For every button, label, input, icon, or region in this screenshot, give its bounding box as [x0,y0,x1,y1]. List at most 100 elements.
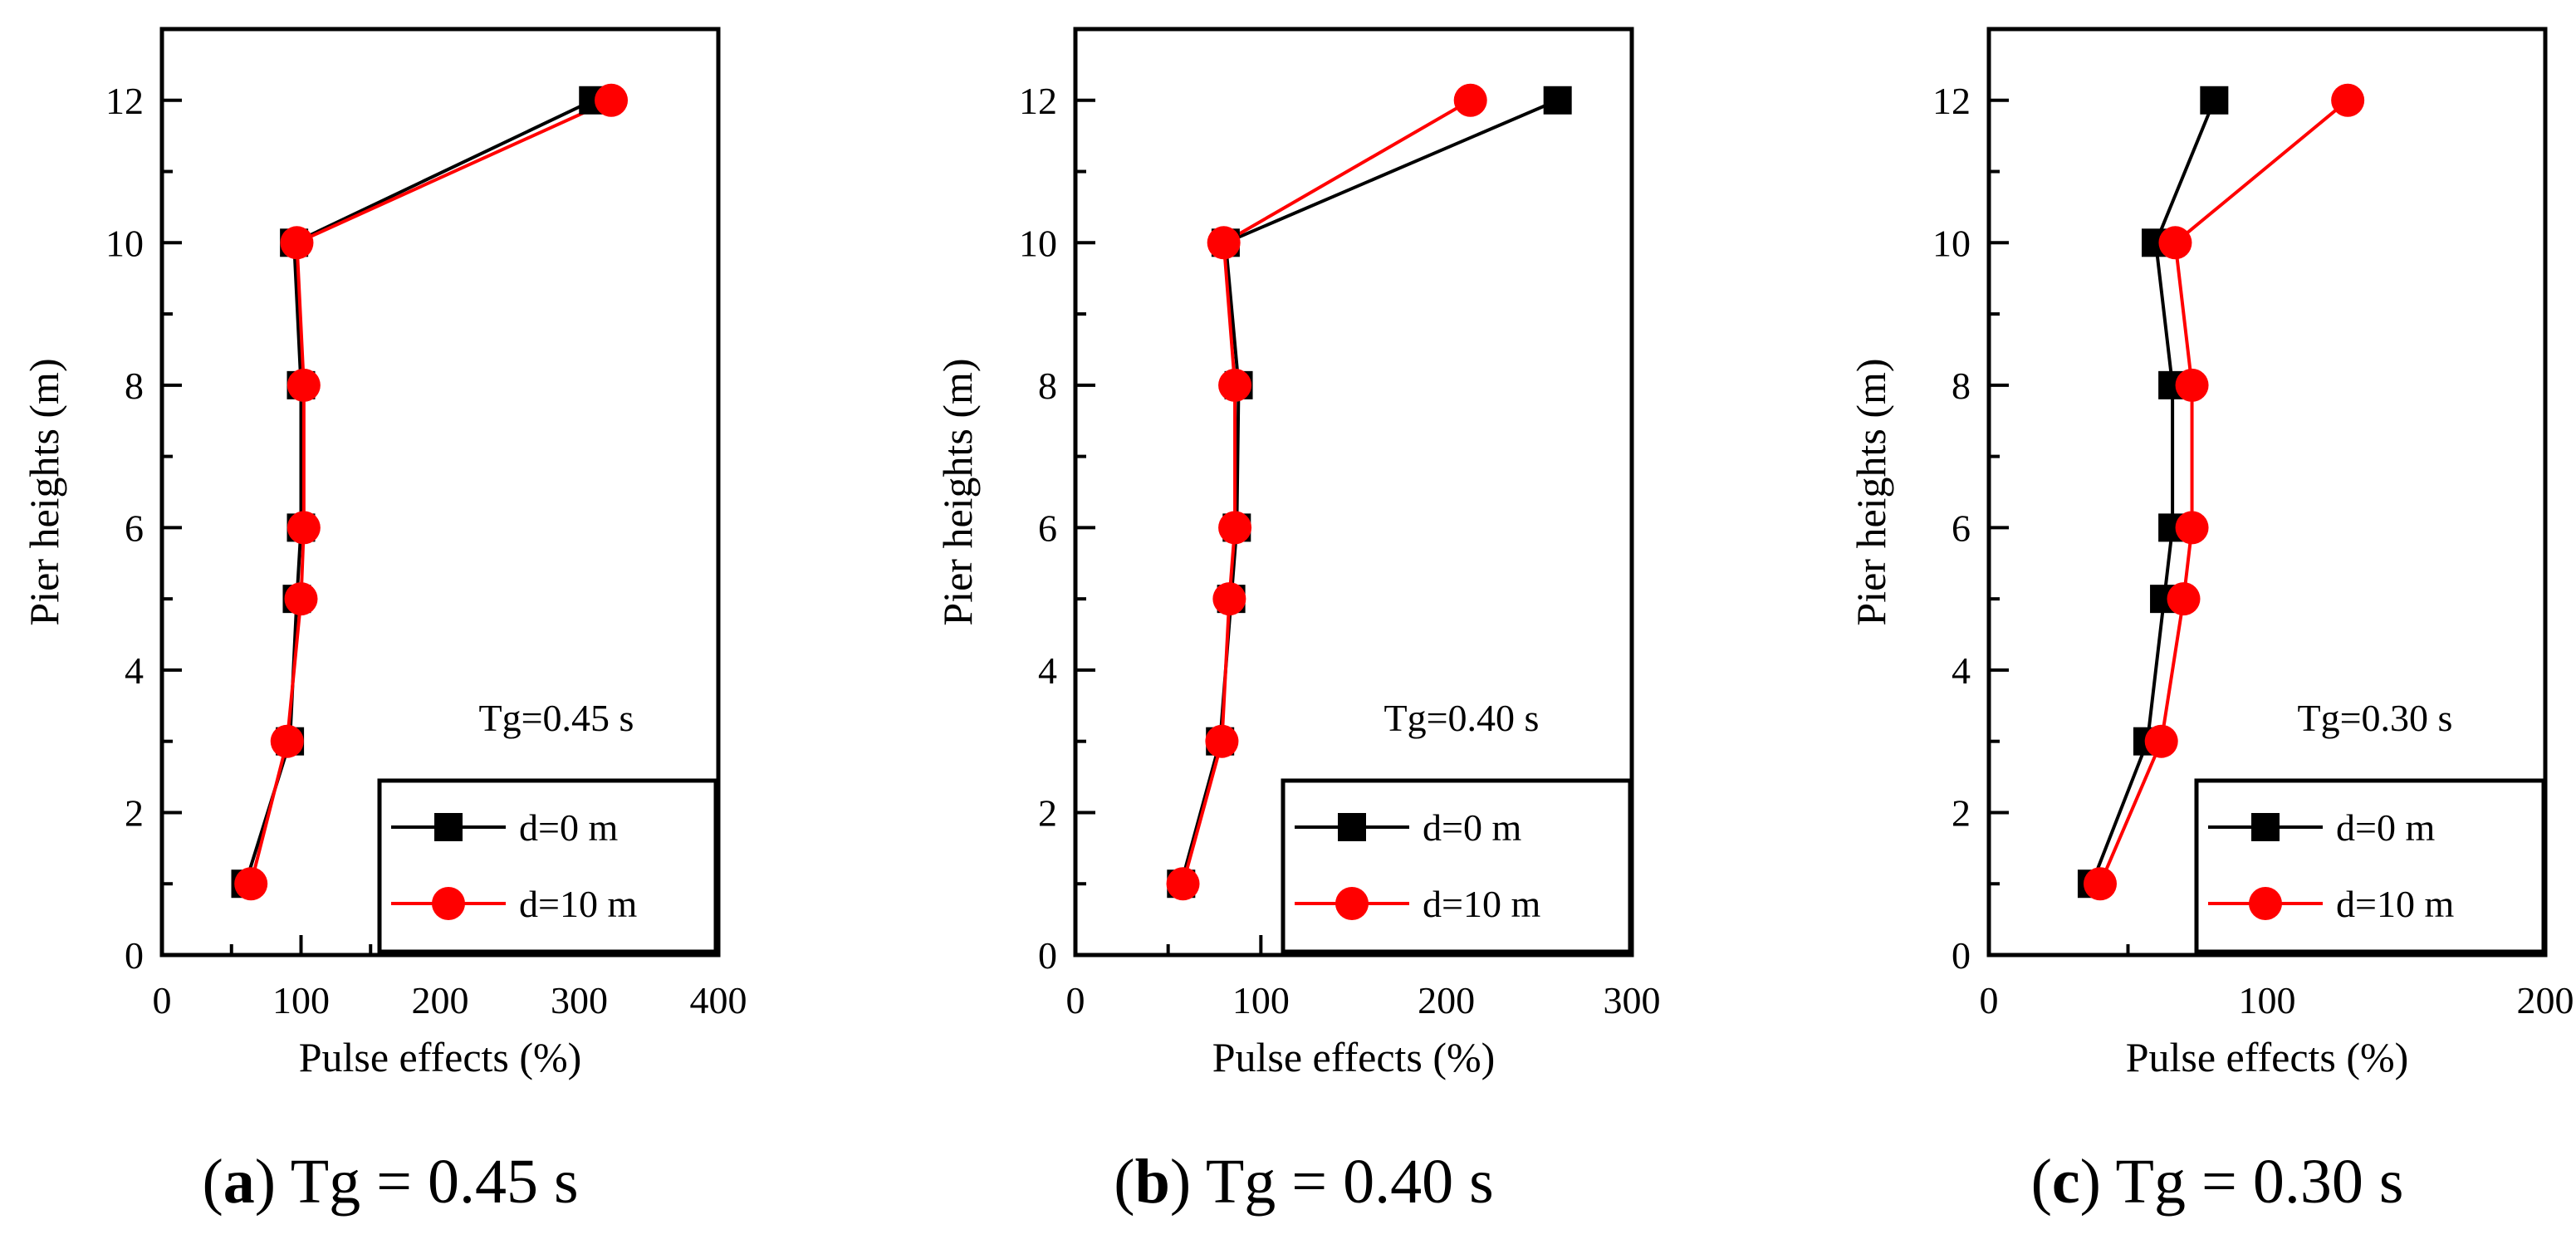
series-line-a-d10 [249,98,612,884]
caption-a: (a) Tg = 0.45 s [202,1147,579,1217]
legend-label-b: d=0 m [1423,806,1521,849]
marker-circle-b [1212,582,1246,616]
x-tick-label-a: 0 [153,979,172,1021]
x-tick-label-a: 300 [551,979,608,1021]
marker-circle-c [2167,582,2201,616]
legend-marker-circle-b [1335,887,1369,920]
marker-circle-c [2158,226,2192,260]
marker-square-b [1543,86,1572,115]
marker-circle-a [270,724,304,758]
legend-frame-b [1281,778,1633,954]
marker-circle-b [1166,867,1200,901]
marker-circle-b [1207,226,1241,260]
marker-circle-c [2175,511,2209,545]
y-tick-label-b: 6 [1038,507,1057,549]
marker-circle-a [234,867,268,901]
x-tick-label-c: 0 [1980,979,1999,1021]
legend-a: d=0 m d=10 m [377,778,718,954]
y-tick-label-a: 6 [125,507,144,549]
x-tick-label-b: 200 [1418,979,1475,1021]
x-tick-label-a: 200 [412,979,469,1021]
legend-marker-circle-a [432,887,465,920]
y-tick-label-c: 2 [1952,791,1971,834]
caption-a-text: Tg = 0.45 s [276,1147,579,1217]
marker-circle-c [2084,867,2117,901]
marker-circle-a [286,511,321,545]
x-tick-label-a: 100 [272,979,330,1021]
y-tick-label-b: 0 [1038,934,1057,977]
y-tick-label-c: 10 [1932,222,1971,264]
legend-label-c: d=0 m [2336,806,2435,849]
x-axis-title-a: Pulse effects (%) [299,1034,582,1080]
x-tick-label-c: 100 [2239,979,2296,1021]
y-axis-title-c: Pier heights (m) [1848,358,1894,625]
marker-circle-c [2175,368,2209,402]
y-tick-label-b: 2 [1038,791,1057,834]
legend-marker-square-b [1338,813,1366,841]
caption-b: (b) Tg = 0.40 s [1114,1147,1494,1217]
marker-circle-a [280,226,314,260]
y-tick-label-b: 4 [1038,649,1057,692]
legend-marker-circle-c [2249,887,2282,920]
marker-circle-b [1453,83,1487,117]
chart-c: 0 100 200 0 2 4 6 8 10 12 Pulse effects (%) Pier he… [1848,27,2574,1080]
y-axis-title-a: Pier heights (m) [21,358,67,625]
y-tick-label-a: 10 [105,222,144,264]
y-tick-label-b: 12 [1019,80,1057,122]
marker-circle-b [1218,511,1252,545]
legend-c: d=0 m d=10 m [2194,778,2546,954]
caption-c-letter: c [2051,1147,2080,1217]
marker-circle-a [595,83,629,117]
y-tick-label-a: 12 [105,80,144,122]
annotation-a: Tg=0.45 s [479,697,634,739]
chart-a: 0 100 200 300 400 0 2 4 6 8 10 12 Pulse effects (%) P… [21,27,747,1080]
annotation-b: Tg=0.40 s [1384,697,1540,739]
annotation-c: Tg=0.30 s [2298,697,2453,739]
y-tick-label-a: 2 [125,791,144,834]
x-tick-label-b: 0 [1066,979,1085,1021]
x-axis-title-b: Pulse effects (%) [1212,1034,1496,1080]
caption-c-text: Tg = 0.30 s [2100,1147,2404,1217]
chart-b: 0 100 200 300 0 2 4 6 8 10 12 Pulse effects (%) Pier… [934,27,1661,1080]
y-tick-label-c: 6 [1952,507,1971,549]
y-tick-label-c: 12 [1932,80,1971,122]
y-tick-label-c: 4 [1952,649,1971,692]
y-tick-label-a: 8 [125,365,144,407]
legend-label-a: d=0 m [519,806,618,849]
series-line-b-d0 [1179,98,1559,884]
marker-circle-c [2331,83,2365,117]
legend-label-c: d=10 m [2336,883,2454,925]
legend-marker-square-c [2251,813,2280,841]
legend-label-b: d=10 m [1423,883,1540,925]
y-tick-label-b: 10 [1019,222,1057,264]
marker-circle-c [2144,724,2178,758]
x-tick-label-b: 100 [1232,979,1290,1021]
x-tick-label-c: 200 [2517,979,2574,1021]
y-tick-label-b: 8 [1038,365,1057,407]
x-tick-label-b: 300 [1604,979,1661,1021]
caption-c: (c) Tg = 0.30 s [2030,1147,2404,1217]
marker-circle-a [284,582,318,616]
series-line-b-d10 [1181,99,1472,884]
y-axis-title-b: Pier heights (m) [934,358,981,625]
caption-a-letter: a [223,1147,255,1217]
marker-circle-a [286,368,321,402]
marker-circle-b [1205,724,1239,758]
marker-circle-b [1218,368,1252,402]
y-tick-label-c: 8 [1952,365,1971,407]
x-tick-label-a: 400 [690,979,747,1021]
legend-frame-c [2194,778,2546,954]
x-axis-title-c: Pulse effects (%) [2126,1034,2409,1080]
marker-square-c [2200,86,2229,115]
y-tick-label-a: 0 [125,934,144,977]
legend-b: d=0 m d=10 m [1281,778,1633,954]
legend-label-a: d=10 m [519,883,637,925]
y-tick-label-a: 4 [125,649,144,692]
caption-b-letter: b [1134,1147,1170,1217]
caption-b-text: Tg = 0.40 s [1191,1147,1494,1217]
series-line-a-d0 [243,98,595,884]
y-tick-label-c: 0 [1952,934,1971,977]
legend-marker-square-a [434,813,463,841]
series-line-c-d0 [2090,100,2216,884]
